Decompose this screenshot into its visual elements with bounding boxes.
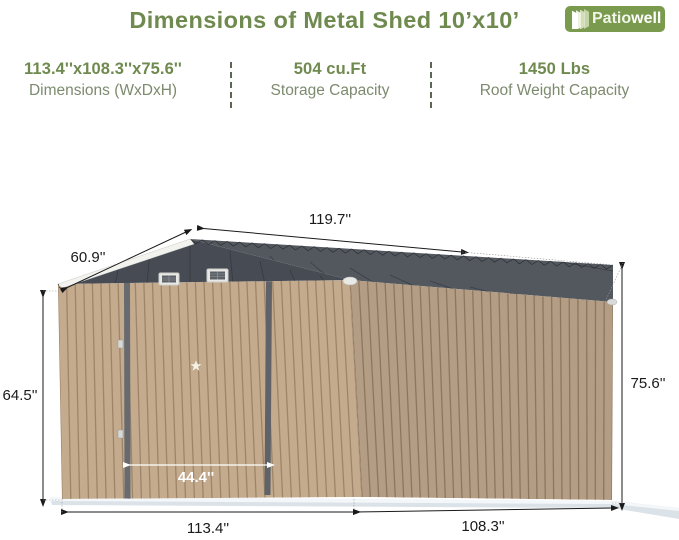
svg-text:64.5'': 64.5'' [3, 387, 38, 404]
svg-text:60.9'': 60.9'' [71, 249, 106, 266]
svg-text:75.6'': 75.6'' [631, 375, 666, 392]
svg-text:108.3'': 108.3'' [461, 518, 504, 535]
svg-text:119.7'': 119.7'' [309, 211, 351, 228]
svg-text:44.4'': 44.4'' [178, 469, 214, 486]
svg-text:113.4'': 113.4'' [187, 520, 229, 537]
